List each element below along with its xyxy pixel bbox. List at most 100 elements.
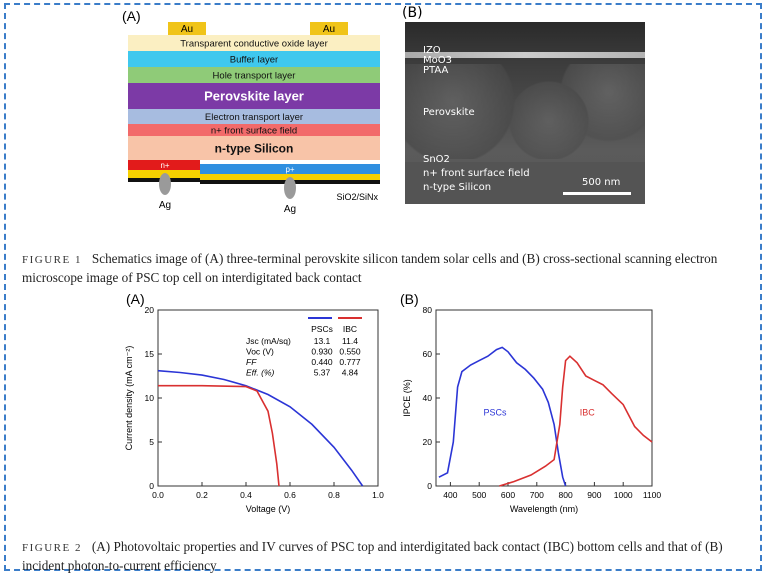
ag-probe-right	[284, 177, 296, 199]
figure2-caption-label: FIGURE 2	[22, 542, 82, 554]
table-cell-psc: 5.37	[314, 368, 331, 378]
figure1-caption-label: FIGURE 1	[22, 254, 82, 266]
figure-frame	[4, 3, 762, 571]
table-cell-ibc: 0.777	[339, 357, 361, 367]
layer-label-5: n+ front surface field	[211, 125, 297, 136]
x-tick-label: 400	[443, 490, 457, 500]
layer-label-3: Perovskite layer	[204, 89, 304, 104]
x-tick-label: 0.4	[240, 490, 252, 500]
au-contact-right	[310, 22, 348, 35]
y-axis-label: Current density (mA cm⁻²)	[124, 346, 134, 451]
x-tick-label: 800	[559, 490, 573, 500]
sem-grain-texture	[405, 64, 645, 159]
sem-top-bright-band	[405, 52, 645, 58]
y-tick-label: 10	[145, 393, 155, 403]
layer-label-1: Buffer layer	[230, 54, 278, 65]
x-tick-label: 0.0	[152, 490, 164, 500]
series-label-psc: PSCs	[484, 408, 508, 418]
table-row-label: Voc (V)	[246, 347, 274, 357]
y-tick-label: 40	[423, 393, 433, 403]
y-tick-label: 0	[427, 481, 432, 491]
table-cell-ibc: 11.4	[342, 336, 358, 346]
chart-panel-label: (B)	[400, 292, 419, 307]
layer-6	[128, 136, 380, 160]
sem-label-n-type-silicon: n-type Silicon	[423, 182, 492, 193]
sem-label-ptaa: PTAA	[423, 65, 449, 76]
layer-0	[128, 35, 380, 51]
x-axis-label: Wavelength (nm)	[510, 504, 578, 514]
p-plus-label: p+	[285, 165, 294, 174]
table-row-label: FF	[246, 357, 257, 367]
figure2-caption-text: (A) Photovoltaic properties and IV curve…	[22, 539, 723, 573]
figure1-schematic: (A) Au Au Transparent conductive oxide lay…	[122, 8, 380, 215]
series-line-pscs	[157, 369, 364, 487]
layer-2	[128, 67, 380, 83]
sem-silicon-region	[405, 162, 645, 204]
y-tick-label: 0	[149, 481, 154, 491]
series-label-ibc: IBC	[580, 408, 596, 418]
table-cell-psc: 13.1	[314, 336, 331, 346]
table-cell-psc: 0.930	[311, 347, 333, 357]
layer-label-6: n-type Silicon	[215, 141, 294, 155]
layer-1	[128, 51, 380, 67]
x-tick-label: 0.2	[196, 490, 208, 500]
table-cell-psc: 0.440	[311, 357, 333, 367]
series-line-ibc	[158, 384, 280, 487]
table-row-label: Eff. (%)	[246, 368, 275, 378]
figure2-chart-b: (B) 400 500 600 700 800 900 1000 1100 0 20 40 60 80 Wa…	[400, 292, 662, 514]
series-line-pscs	[438, 346, 567, 487]
sem-image: IZO MoO3 PTAA Perovskite SnO2 n+ front s…	[405, 22, 645, 204]
sem-label-moo3: MoO3	[423, 55, 452, 66]
ag-label-right: Ag	[284, 204, 296, 215]
table-cell-ibc: 4.84	[342, 368, 359, 378]
chart-panel-label: (A)	[126, 292, 145, 307]
layer-label-4: Electron transport layer	[205, 112, 303, 123]
table-header-psc: PSCs	[311, 324, 333, 334]
layer-label-0: Transparent conductive oxide layer	[180, 38, 328, 49]
n-plus-region	[128, 160, 200, 170]
au-label-left: Au	[181, 24, 193, 35]
sem-scale-bar-label: 500 nm	[582, 177, 621, 188]
plot-frame	[435, 309, 653, 487]
x-tick-label: 1100	[643, 490, 662, 500]
passivation-label: SiO2/SiNx	[336, 192, 378, 202]
layer-label-2: Hole transport layer	[213, 70, 296, 81]
au-contact-left	[168, 22, 206, 35]
y-tick-label: 20	[423, 437, 433, 447]
table-row-label: Jsc (mA/sq)	[246, 336, 291, 346]
sem-scale-bar	[563, 192, 631, 195]
y-axis-label: IPCE (%)	[402, 379, 412, 417]
y-tick-label: 15	[145, 349, 155, 359]
layer-3	[128, 83, 380, 109]
y-tick-label: 20	[145, 305, 155, 315]
figure1-caption: FIGURE 1 Schematics image of (A) three-t…	[22, 250, 752, 287]
figure1-panel-b-label: (B)	[402, 5, 423, 21]
layer-4	[128, 109, 380, 124]
figure1-panel-a-label: (A)	[122, 8, 141, 24]
x-tick-label: 600	[501, 490, 515, 500]
p-plus-region	[200, 164, 380, 174]
layer-5	[128, 124, 380, 136]
series-line-ibc	[499, 355, 653, 487]
figure2-chart-a: (A) 0.0 0.2 0.4 0.6 0.8 1.0 0 5 10 15 20 Voltage (V)…	[124, 292, 384, 514]
sem-label-perovskite: Perovskite	[423, 107, 475, 118]
y-tick-label: 5	[149, 437, 154, 447]
figure1-caption-text: Schematics image of (A) three-terminal p…	[22, 251, 718, 285]
x-tick-label: 1000	[614, 490, 633, 500]
figure2-caption: FIGURE 2 (A) Photovoltaic properties and…	[22, 538, 752, 575]
y-tick-label: 80	[423, 305, 433, 315]
x-axis-label: Voltage (V)	[246, 504, 291, 514]
n-plus-label: n+	[160, 161, 169, 170]
x-tick-label: 0.6	[284, 490, 296, 500]
ag-probe-left	[159, 173, 171, 195]
table-header-ibc: IBC	[343, 324, 357, 334]
au-label-right: Au	[323, 24, 335, 35]
x-tick-label: 900	[587, 490, 601, 500]
sem-label-izo: IZO	[423, 45, 441, 56]
table-cell-ibc: 0.550	[339, 347, 361, 357]
x-tick-label: 1.0	[372, 490, 384, 500]
y-tick-label: 60	[423, 349, 433, 359]
sem-label-front-surface-field: n+ front surface field	[423, 168, 530, 179]
x-tick-label: 700	[530, 490, 544, 500]
sem-label-sno2: SnO2	[423, 154, 450, 165]
